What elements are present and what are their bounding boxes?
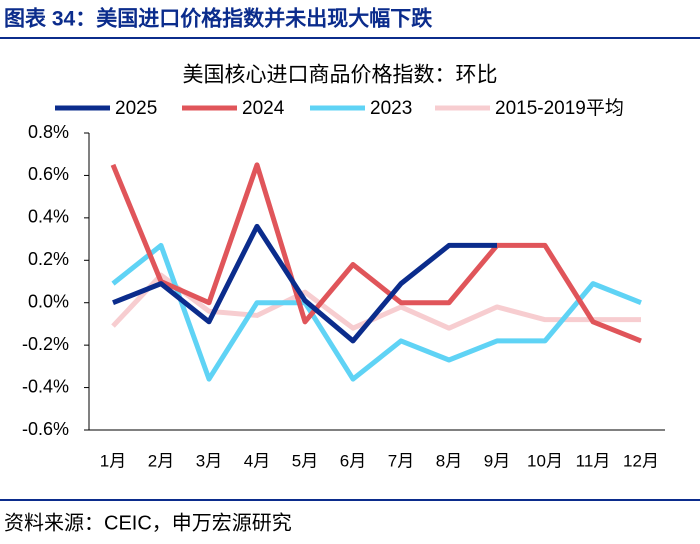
y-tick-label: 0.8% [28, 122, 69, 142]
x-tick-label: 1月 [100, 451, 126, 470]
x-tick-label: 3月 [196, 451, 222, 470]
chart-title: 美国核心进口商品价格指数：环比 [183, 64, 498, 87]
page-title: 图表 34：美国进口价格指数并未出现大幅下跌 [4, 7, 433, 31]
x-tick-label: 5月 [292, 451, 318, 470]
y-tick-label: 0.6% [28, 164, 69, 184]
x-tick-label: 8月 [436, 451, 462, 470]
x-tick-label: 9月 [484, 451, 510, 470]
y-tick-label: -0.4% [22, 376, 69, 396]
y-tick-label: 0.2% [28, 249, 69, 269]
y-tick-label: -0.6% [22, 419, 69, 439]
legend-label: 2015-2019平均 [495, 97, 624, 119]
y-tick-label: 0.0% [28, 291, 69, 311]
legend-label: 2025 [115, 98, 157, 119]
series-line [112, 223, 497, 344]
x-tick-label: 7月 [388, 451, 414, 470]
x-tick-label: 10月 [527, 451, 563, 470]
y-tick-label: -0.2% [22, 334, 69, 354]
x-tick-label: 11月 [576, 451, 611, 470]
series-line [111, 272, 641, 331]
series-line [111, 242, 642, 382]
legend-label: 2024 [242, 98, 285, 119]
x-tick-label: 4月 [244, 451, 270, 470]
legend-label: 2023 [370, 98, 412, 119]
x-tick-label: 2月 [148, 451, 174, 470]
x-tick-label: 12月 [623, 451, 659, 470]
series-line [110, 162, 642, 344]
source: 资料来源：CEIC，申万宏源研究 [4, 511, 292, 534]
x-tick-label: 6月 [340, 451, 366, 470]
y-tick-label: 0.4% [28, 207, 69, 227]
